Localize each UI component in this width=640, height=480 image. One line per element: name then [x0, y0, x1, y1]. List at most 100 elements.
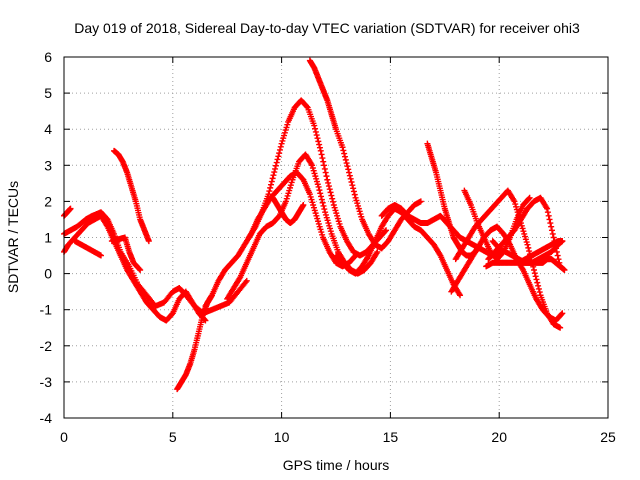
data-point	[283, 124, 290, 131]
data-point	[383, 227, 390, 234]
data-point	[318, 193, 325, 200]
data-point	[327, 228, 334, 235]
y-tick-label: 1	[44, 230, 52, 246]
data-point	[321, 206, 328, 213]
data-point	[343, 160, 350, 167]
data-point	[334, 215, 341, 222]
data-point	[310, 204, 317, 211]
data-point	[270, 172, 277, 179]
data-point	[348, 178, 355, 185]
data-point	[284, 192, 291, 199]
data-point	[67, 205, 74, 212]
y-tick-label: 6	[44, 49, 52, 65]
data-point	[512, 201, 519, 208]
x-tick-label: 20	[491, 429, 507, 445]
data-point	[136, 266, 143, 273]
data-point	[272, 165, 279, 172]
x-tick-labels: 0 5 10 15 20 25	[60, 429, 616, 445]
data-point	[282, 127, 289, 134]
data-point	[311, 122, 318, 129]
data-point	[554, 252, 561, 259]
y-tick-labels: -4 -3 -2 -1 0 1 2 3 4 5 6	[40, 49, 53, 426]
data-point	[535, 282, 542, 289]
data-point	[351, 191, 358, 198]
y-tick-label: 3	[44, 157, 52, 173]
data-point	[281, 132, 288, 139]
data-point	[287, 184, 294, 191]
data-point	[334, 212, 341, 219]
data-point	[312, 125, 319, 132]
data-point	[276, 146, 283, 153]
data-point	[558, 311, 565, 318]
data-point	[279, 137, 286, 144]
data-point	[548, 227, 555, 234]
data-point	[323, 214, 330, 221]
data-point	[524, 241, 531, 248]
data-point	[355, 202, 362, 209]
y-axis-label: SDTVAR / TECUs	[5, 181, 21, 293]
data-point	[358, 213, 365, 220]
data-point	[553, 248, 560, 255]
data-point	[350, 188, 357, 195]
data-point	[314, 181, 321, 188]
y-tick-label: -3	[40, 374, 53, 390]
data-point	[326, 186, 333, 193]
data-point	[545, 212, 552, 219]
data-point	[267, 184, 274, 191]
y-tick-label: -4	[40, 410, 53, 426]
data-point	[307, 193, 314, 200]
data-point	[533, 276, 540, 283]
data-point	[519, 225, 526, 232]
data-point	[347, 175, 354, 182]
data-point	[285, 190, 292, 197]
x-tick-label: 0	[60, 429, 68, 445]
data-point	[544, 209, 551, 216]
data-point	[559, 238, 566, 245]
data-point	[308, 196, 315, 203]
data-point	[275, 153, 282, 160]
data-point	[286, 187, 293, 194]
data-point	[321, 162, 328, 169]
data-point	[283, 195, 290, 202]
data-point	[287, 182, 294, 189]
data-point	[331, 204, 338, 211]
data-point	[536, 289, 543, 296]
y-tick-label: 2	[44, 193, 52, 209]
data-point	[561, 266, 568, 273]
data-point	[332, 207, 339, 214]
data-point	[320, 158, 327, 165]
data-point	[316, 187, 323, 194]
data-point	[345, 166, 352, 173]
data-point	[325, 179, 332, 186]
data-point	[309, 162, 316, 169]
data-point	[267, 181, 274, 188]
data-point	[320, 202, 327, 209]
y-tick-label: 5	[44, 85, 52, 101]
data-point	[266, 188, 273, 195]
data-point	[523, 239, 530, 246]
data-point	[312, 128, 319, 135]
y-tick-label: 0	[44, 266, 52, 282]
data-point	[309, 165, 316, 172]
data-point	[272, 162, 279, 169]
data-point	[324, 217, 331, 224]
data-point	[319, 155, 326, 162]
data-point	[513, 206, 520, 213]
data-point	[315, 218, 322, 225]
data-point	[322, 209, 329, 216]
data-point	[329, 195, 336, 202]
data-point	[328, 192, 335, 199]
data-point	[271, 169, 278, 176]
data-point	[324, 176, 331, 183]
data-point	[312, 173, 319, 180]
data-point	[313, 132, 320, 139]
data-point	[352, 194, 359, 201]
data-point	[303, 103, 310, 110]
data-point	[314, 215, 321, 222]
x-tick-label: 15	[383, 429, 399, 445]
data-point	[520, 228, 527, 235]
data-point	[268, 178, 275, 185]
data-point	[282, 198, 289, 205]
data-point	[417, 198, 424, 205]
data-point	[277, 143, 284, 150]
